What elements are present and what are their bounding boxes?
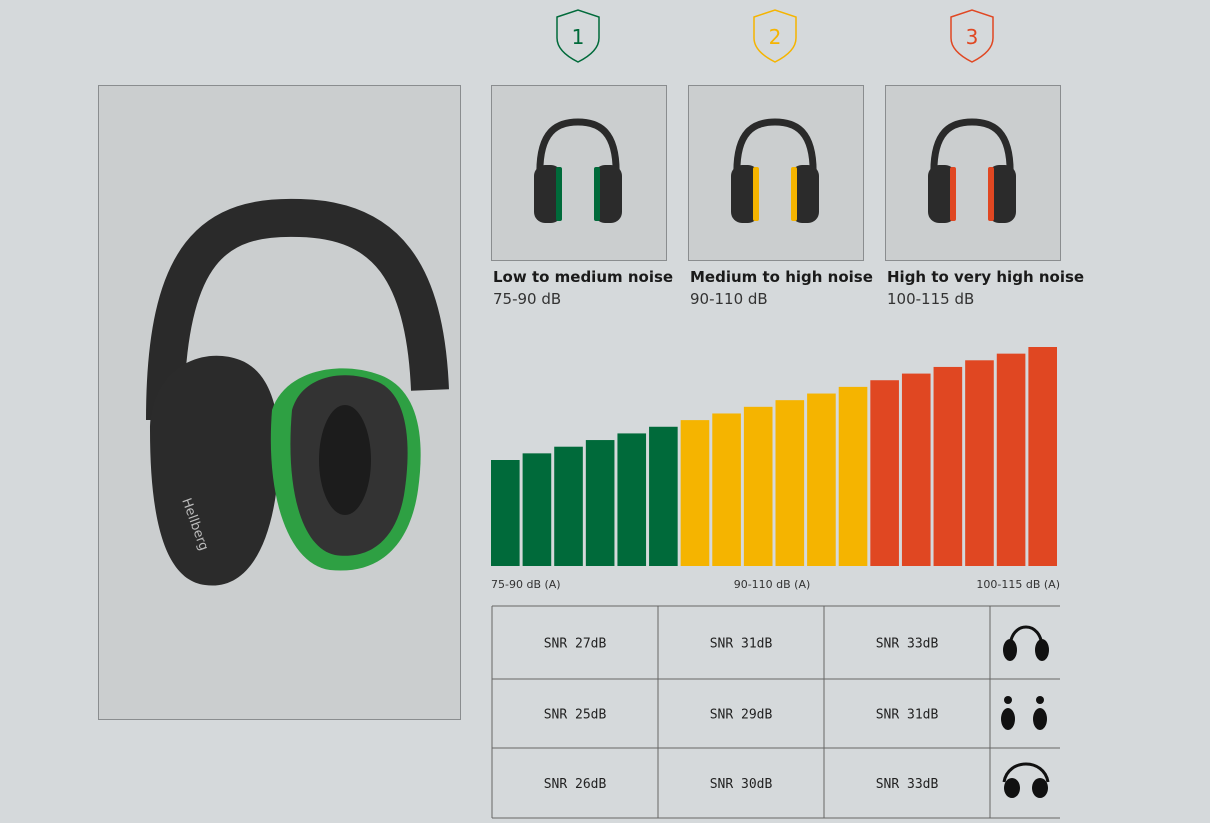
icon-plug bbox=[1036, 696, 1044, 704]
ear-cup bbox=[928, 165, 956, 223]
snr-cell: SNR 31dB bbox=[876, 708, 939, 723]
ear-stripe bbox=[556, 167, 562, 221]
ear-stripe bbox=[950, 167, 956, 221]
level-bar bbox=[965, 360, 994, 566]
level-bar bbox=[1028, 347, 1057, 566]
level-range: 100-115 dB bbox=[887, 290, 974, 308]
product-box bbox=[885, 85, 1061, 261]
icon-neckband bbox=[1002, 762, 1050, 783]
icon-plug bbox=[1033, 708, 1047, 730]
shield bbox=[753, 9, 797, 63]
product-box bbox=[491, 85, 667, 261]
shield-number: 2 bbox=[769, 25, 782, 49]
snr-cell: SNR 33dB bbox=[876, 777, 939, 792]
level-bar bbox=[554, 446, 583, 566]
ear-stripe bbox=[594, 167, 600, 221]
headband bbox=[930, 118, 1014, 179]
large-headphone: Hellberg bbox=[146, 198, 449, 586]
ear-stripe bbox=[753, 167, 759, 221]
level-bar bbox=[807, 393, 836, 566]
icon-cup bbox=[1035, 639, 1049, 661]
level-bar bbox=[585, 440, 615, 566]
level-bar bbox=[522, 453, 552, 566]
scale-label: 90-110 dB (A) bbox=[734, 578, 811, 591]
scale-label: 75-90 dB (A) bbox=[491, 578, 561, 591]
level-bar bbox=[901, 373, 931, 566]
headband bbox=[733, 118, 817, 179]
level-bar bbox=[838, 386, 868, 566]
ear-cup bbox=[594, 165, 622, 223]
level-bar bbox=[617, 433, 647, 566]
snr-cell: SNR 30dB bbox=[710, 777, 773, 792]
icon-cup bbox=[1003, 639, 1017, 661]
snr-cell: SNR 33dB bbox=[876, 637, 939, 652]
shield-number: 1 bbox=[572, 25, 585, 49]
level-title: Low to medium noise bbox=[493, 268, 673, 286]
level-title: High to very high noise bbox=[887, 268, 1084, 286]
level-range: 75-90 dB bbox=[493, 290, 561, 308]
shield-number: 3 bbox=[966, 25, 979, 49]
icon-plug bbox=[1001, 708, 1015, 730]
level-bar bbox=[649, 426, 678, 566]
snr-cell: SNR 29dB bbox=[710, 708, 773, 723]
ear-cup bbox=[791, 165, 819, 223]
level-bar bbox=[491, 460, 520, 566]
icon-plug bbox=[1004, 696, 1012, 704]
icon-cup bbox=[1032, 778, 1048, 798]
headband bbox=[536, 118, 620, 179]
scale-label: 100-115 dB (A) bbox=[976, 578, 1060, 591]
shield bbox=[556, 9, 600, 63]
snr-cell: SNR 31dB bbox=[710, 637, 773, 652]
level-bar bbox=[933, 366, 963, 566]
level-bar bbox=[996, 353, 1026, 566]
ear-stripe bbox=[791, 167, 797, 221]
ear-stripe bbox=[988, 167, 994, 221]
level-bar bbox=[743, 406, 773, 566]
level-title: Medium to high noise bbox=[690, 268, 873, 286]
icon-cup bbox=[1004, 778, 1020, 798]
shield bbox=[950, 9, 994, 63]
ear-cup bbox=[534, 165, 562, 223]
level-bar bbox=[680, 420, 710, 566]
snr-cell: SNR 26dB bbox=[544, 777, 607, 792]
snr-cell: SNR 27dB bbox=[544, 637, 607, 652]
level-bar bbox=[870, 380, 899, 566]
level-bar bbox=[712, 413, 741, 566]
snr-cell: SNR 25dB bbox=[544, 708, 607, 723]
level-range: 90-110 dB bbox=[690, 290, 768, 308]
ear-cup bbox=[731, 165, 759, 223]
product-box bbox=[688, 85, 864, 261]
ear-cup bbox=[988, 165, 1016, 223]
level-bar bbox=[775, 400, 805, 566]
